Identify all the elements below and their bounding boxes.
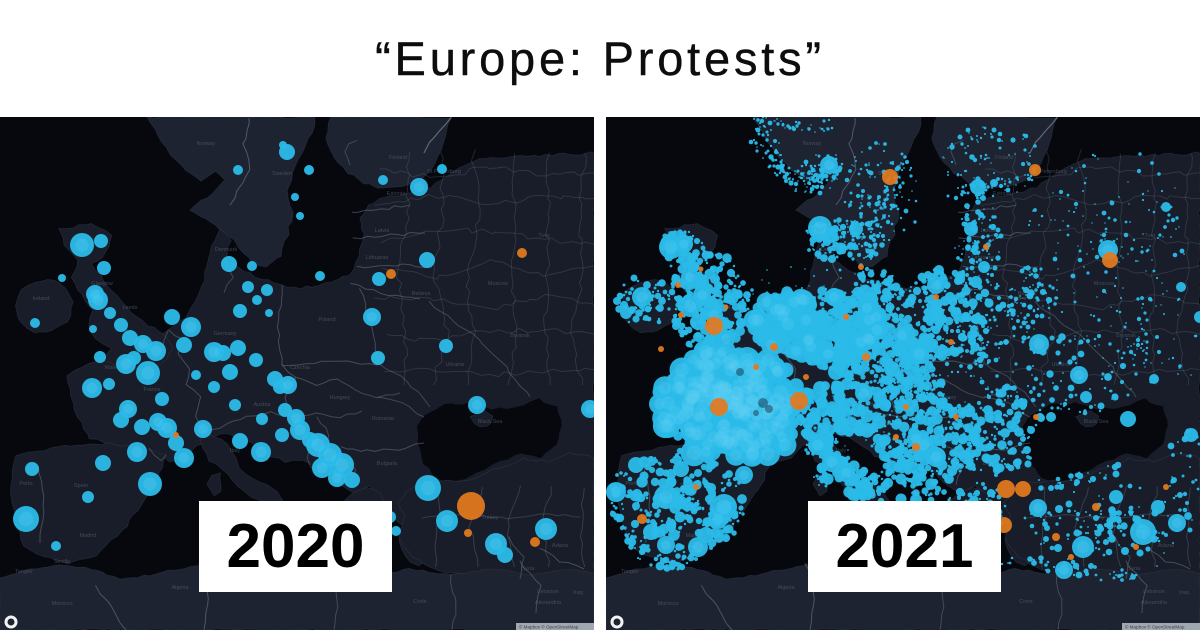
svg-text:© Mapbox © OpenStreetMap: © Mapbox © OpenStreetMap bbox=[519, 624, 579, 630]
svg-text:Sweden: Sweden bbox=[272, 171, 292, 177]
svg-text:Porto: Porto bbox=[625, 481, 638, 487]
svg-text:Ukraine: Ukraine bbox=[446, 362, 465, 368]
svg-text:Wales: Wales bbox=[104, 365, 119, 371]
svg-text:Crete: Crete bbox=[1019, 599, 1032, 605]
svg-text:Madrid: Madrid bbox=[80, 533, 97, 539]
svg-text:Estonia: Estonia bbox=[993, 191, 1012, 197]
svg-text:Black Sea: Black Sea bbox=[478, 419, 504, 425]
svg-text:Norway: Norway bbox=[197, 141, 216, 147]
svg-text:Tver: Tver bbox=[539, 233, 550, 239]
svg-text:Syria: Syria bbox=[1128, 566, 1141, 572]
svg-text:Belarus: Belarus bbox=[412, 291, 431, 297]
svg-text:Romania: Romania bbox=[372, 416, 395, 422]
svg-text:Italy: Italy bbox=[230, 448, 240, 454]
svg-text:St Petersburg: St Petersburg bbox=[1033, 169, 1067, 175]
svg-text:Finland: Finland bbox=[995, 155, 1013, 161]
svg-text:Tangier: Tangier bbox=[15, 569, 33, 575]
svg-text:Syria: Syria bbox=[522, 566, 535, 572]
svg-text:Lithuania: Lithuania bbox=[972, 255, 995, 261]
svg-text:Alexandria: Alexandria bbox=[535, 600, 562, 606]
svg-text:Poland: Poland bbox=[318, 317, 335, 323]
svg-text:Italy: Italy bbox=[836, 448, 846, 454]
svg-text:Glasgow: Glasgow bbox=[91, 281, 112, 287]
svg-text:Leeds: Leeds bbox=[123, 305, 138, 311]
svg-text:Iraq: Iraq bbox=[573, 590, 582, 596]
svg-text:Lebanon: Lebanon bbox=[1143, 589, 1164, 595]
svg-text:Ukraine: Ukraine bbox=[1052, 362, 1071, 368]
svg-text:Morocco: Morocco bbox=[51, 601, 72, 607]
svg-text:Black Sea: Black Sea bbox=[1084, 419, 1110, 425]
svg-text:Iraq: Iraq bbox=[1179, 590, 1188, 596]
svg-text:Latvia: Latvia bbox=[981, 228, 997, 234]
svg-text:Austria: Austria bbox=[253, 402, 271, 408]
svg-text:Moscow: Moscow bbox=[488, 281, 508, 287]
svg-text:Hungary: Hungary bbox=[330, 395, 351, 401]
svg-text:Sevilla: Sevilla bbox=[54, 559, 71, 565]
svg-text:Ireland: Ireland bbox=[33, 296, 50, 302]
svg-text:Porto: Porto bbox=[19, 481, 32, 487]
svg-text:Alexandria: Alexandria bbox=[1141, 600, 1168, 606]
svg-text:Norway: Norway bbox=[803, 141, 822, 147]
svg-text:Latvia: Latvia bbox=[375, 228, 391, 234]
svg-text:Turkey: Turkey bbox=[482, 515, 499, 521]
svg-text:Tangier: Tangier bbox=[621, 569, 639, 575]
svg-text:Bulgaria: Bulgaria bbox=[377, 461, 398, 467]
svg-text:Estonia: Estonia bbox=[387, 191, 406, 197]
svg-text:Belarus: Belarus bbox=[1018, 291, 1037, 297]
svg-text:Finland: Finland bbox=[389, 155, 407, 161]
svg-text:Denmark: Denmark bbox=[215, 247, 238, 253]
svg-text:Algeria: Algeria bbox=[171, 585, 189, 591]
svg-text:Adana: Adana bbox=[552, 543, 569, 549]
svg-text:Czechia: Czechia bbox=[290, 365, 311, 371]
svg-text:France: France bbox=[143, 387, 160, 393]
svg-text:Spain: Spain bbox=[74, 483, 88, 489]
svg-text:Adana: Adana bbox=[1158, 543, 1175, 549]
svg-text:Morocco: Morocco bbox=[657, 601, 678, 607]
svg-text:Tver: Tver bbox=[1145, 233, 1156, 239]
svg-text:Crete: Crete bbox=[413, 599, 426, 605]
svg-text:Lithuania: Lithuania bbox=[366, 255, 389, 261]
svg-text:Moscow: Moscow bbox=[1094, 281, 1114, 287]
svg-text:Bryansk: Bryansk bbox=[1116, 333, 1136, 339]
svg-text:Bryansk: Bryansk bbox=[510, 333, 530, 339]
svg-text:Madrid: Madrid bbox=[686, 533, 703, 539]
svg-text:Lebanon: Lebanon bbox=[537, 589, 558, 595]
svg-text:Germany: Germany bbox=[214, 331, 237, 337]
svg-text:Algeria: Algeria bbox=[777, 585, 795, 591]
